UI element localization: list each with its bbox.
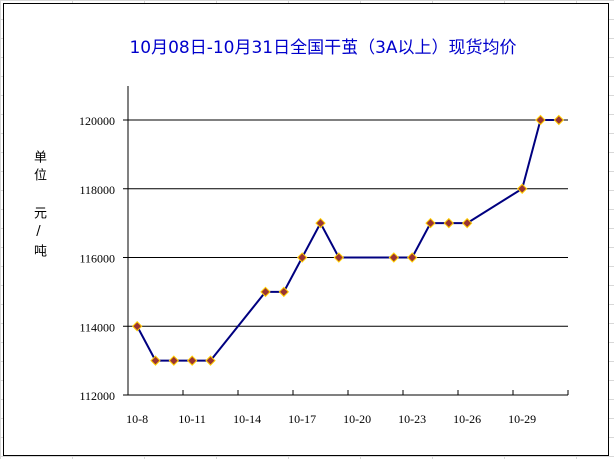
x-tick-label: 10-11 [178, 412, 206, 426]
chart-frame [3, 3, 609, 456]
y-tick-label: 116000 [79, 252, 115, 266]
x-tick-label: 10-26 [453, 412, 481, 426]
data-point [553, 114, 565, 126]
x-tick-label: 10-14 [233, 412, 261, 426]
x-tick-label: 10-29 [508, 412, 536, 426]
data-point [150, 355, 161, 366]
series-line [136, 119, 559, 362]
data-point [425, 217, 436, 229]
data-point [131, 321, 143, 332]
data-point [205, 355, 216, 366]
data-point [406, 252, 418, 263]
chart-title: 10月08日-10月31日全国干茧（3A以上）现货均价 [129, 38, 516, 58]
data-point [535, 114, 546, 126]
data-point [516, 183, 528, 194]
data-point [186, 355, 198, 366]
data-point [443, 217, 455, 229]
data-point [296, 252, 308, 263]
data-point [333, 252, 345, 263]
y-tick-label: 114000 [79, 320, 115, 334]
data-point [278, 286, 290, 298]
data-point [168, 355, 180, 366]
data-point [461, 217, 473, 229]
y-tick-label: 118000 [79, 183, 115, 197]
x-tick-label: 10-23 [398, 412, 426, 426]
x-tick-label: 10-20 [343, 412, 371, 426]
y-tick-label: 120000 [79, 114, 115, 128]
y-tick-label: 112000 [79, 389, 115, 403]
x-tick-label: 10-17 [288, 412, 316, 426]
x-tick-label: 10-8 [126, 412, 148, 426]
data-point [388, 252, 400, 263]
data-point [260, 286, 271, 298]
data-point [315, 217, 326, 229]
y-axis-label: 单位 元/吨 [31, 150, 46, 262]
